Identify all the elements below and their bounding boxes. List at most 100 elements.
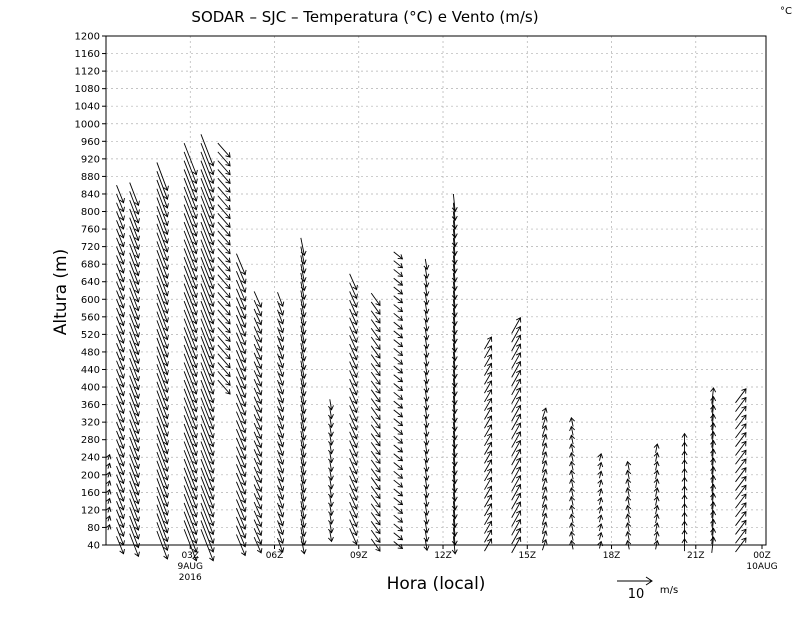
- arrow-head: [625, 460, 632, 467]
- wind-arrow: [300, 237, 307, 257]
- wind-arrow: [300, 457, 307, 476]
- wind-arrow: [451, 211, 458, 230]
- arrow-head: [278, 371, 285, 378]
- wind-arrow: [253, 405, 263, 422]
- arrow-head: [741, 467, 747, 473]
- arrow-head: [163, 413, 169, 420]
- wind-arrow: [253, 378, 263, 396]
- wind-arrow: [423, 355, 430, 367]
- wind-arrow: [129, 366, 140, 391]
- arrow-shaft: [484, 442, 492, 455]
- arrow-shaft: [253, 308, 262, 325]
- wind-arrow: [653, 469, 660, 480]
- wind-arrow: [710, 483, 717, 501]
- wind-arrow: [200, 239, 215, 272]
- arrow-shaft: [452, 360, 456, 379]
- arrow-head: [569, 495, 575, 502]
- arrow-shaft: [183, 388, 197, 421]
- arrow-head: [192, 213, 198, 220]
- arrow-shaft: [129, 410, 139, 434]
- arrow-shaft: [735, 467, 747, 483]
- arrow-head: [515, 343, 522, 349]
- arrow-shaft: [484, 371, 492, 385]
- arrow-head: [134, 455, 140, 461]
- arrow-shaft: [655, 496, 658, 506]
- arrow-shaft: [200, 283, 214, 316]
- arrow-head: [710, 509, 717, 516]
- arrow-head: [134, 428, 140, 435]
- wind-arrow: [328, 487, 334, 499]
- arrow-head: [653, 487, 660, 493]
- arrow-shaft: [116, 509, 124, 528]
- wind-arrow: [393, 427, 404, 435]
- wind-arrow: [541, 416, 548, 428]
- arrow-shaft: [217, 256, 231, 272]
- wind-arrow: [735, 388, 747, 404]
- wind-arrow: [653, 504, 660, 515]
- wind-arrow: [735, 458, 747, 474]
- arrow-head: [300, 426, 307, 432]
- wind-arrow: [423, 346, 430, 358]
- arrow-head: [741, 440, 747, 447]
- arrow-head: [119, 206, 125, 213]
- arrow-shaft: [735, 520, 747, 535]
- arrow-shaft: [236, 420, 246, 442]
- arrow-shaft: [183, 502, 197, 535]
- arrow-head: [423, 414, 430, 420]
- wind-arrow: [569, 487, 575, 497]
- arrow-head: [352, 512, 358, 519]
- wind-arrow: [129, 524, 140, 549]
- wind-arrow: [541, 424, 548, 437]
- arrow-head: [397, 482, 404, 488]
- arrow-shaft: [349, 361, 358, 378]
- arrow-head: [451, 356, 458, 362]
- arrow-shaft: [484, 459, 492, 473]
- arrow-head: [451, 365, 458, 371]
- arrow-shaft: [129, 463, 139, 487]
- wind-arrow: [129, 445, 140, 470]
- wind-arrow: [451, 334, 458, 353]
- arrow-head: [192, 336, 198, 343]
- arrow-head: [192, 231, 198, 237]
- arrow-head: [119, 505, 125, 511]
- arrow-shaft: [300, 378, 305, 396]
- arrow-shaft: [116, 220, 124, 238]
- arrow-head: [352, 363, 358, 370]
- arrow-head: [192, 450, 198, 457]
- arrow-head: [225, 275, 231, 281]
- arrow-shaft: [156, 346, 168, 375]
- wind-arrow: [423, 329, 430, 341]
- arrow-shaft: [452, 202, 456, 221]
- arrow-head: [119, 461, 125, 467]
- arrow-shaft: [253, 405, 262, 422]
- chart-title: SODAR – SJC – Temperatura (°C) e Vento (…: [191, 8, 538, 26]
- arrow-head: [328, 405, 334, 411]
- plot-frame: [105, 35, 767, 546]
- arrow-head: [423, 510, 430, 516]
- arrow-shaft: [655, 452, 658, 462]
- arrow-head: [352, 293, 358, 300]
- arrow-shaft: [370, 424, 381, 438]
- arrow-shaft: [300, 299, 305, 317]
- y-tick-label: 960: [81, 137, 100, 148]
- arrow-shaft: [711, 458, 714, 474]
- wind-arrow: [116, 202, 125, 222]
- wind-arrow: [200, 441, 215, 474]
- arrow-head: [487, 520, 493, 527]
- y-tick-label: 40: [87, 541, 100, 552]
- wind-arrow: [236, 481, 247, 504]
- arrow-head: [487, 415, 493, 421]
- arrow-shaft: [107, 472, 111, 478]
- wind-arrow: [300, 360, 307, 380]
- arrow-shaft: [452, 229, 456, 247]
- arrow-head: [328, 519, 334, 525]
- wind-arrow: [156, 416, 169, 446]
- arrow-head: [375, 300, 381, 307]
- arrow-shaft: [156, 258, 168, 288]
- arrow-head: [625, 487, 632, 493]
- arrow-shaft: [183, 467, 197, 500]
- wind-arrow: [370, 327, 381, 342]
- arrow-head: [300, 285, 307, 292]
- arrow-head: [240, 331, 247, 337]
- arrow-shaft: [156, 513, 168, 542]
